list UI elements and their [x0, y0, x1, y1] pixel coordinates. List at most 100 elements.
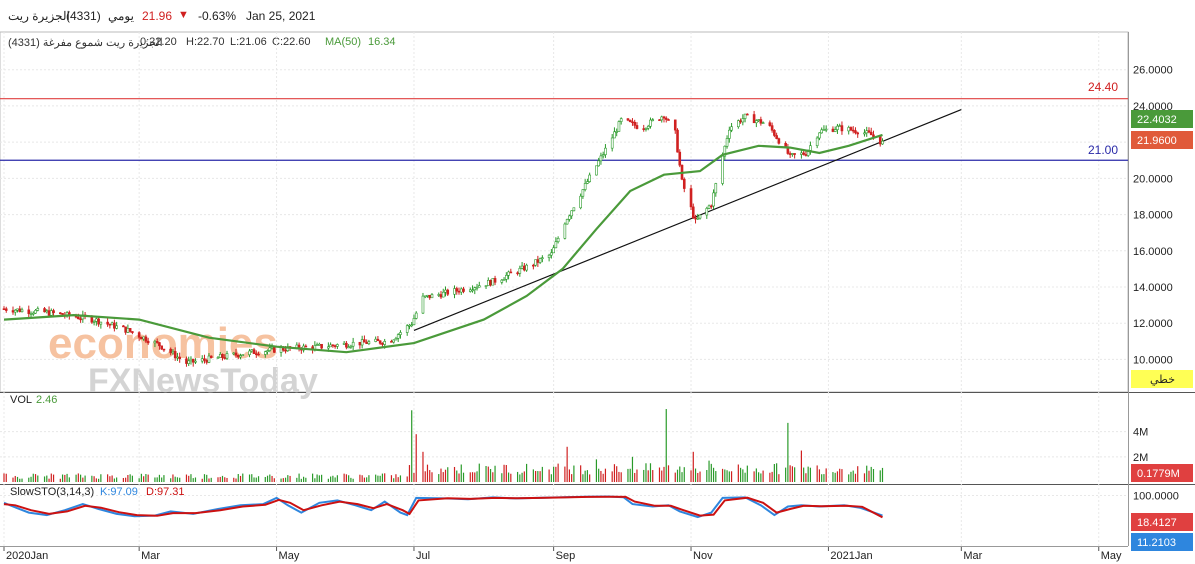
candle-body	[29, 313, 33, 315]
price-value-tag-text: 21.9600	[1137, 135, 1177, 147]
candle-body	[635, 125, 639, 129]
candle-body	[327, 346, 330, 349]
candle-body	[252, 349, 256, 354]
candle-body	[304, 345, 308, 348]
candle-body	[707, 205, 711, 209]
stochastic-k-tag	[1131, 533, 1193, 551]
candle-body	[223, 357, 227, 359]
price-y-tick: 16.0000	[1133, 246, 1173, 258]
candle-body	[777, 138, 781, 144]
candle-body	[331, 344, 335, 347]
trendline	[413, 109, 962, 331]
candle-body	[820, 129, 823, 134]
candle-body	[173, 351, 177, 359]
candle-body	[4, 308, 8, 311]
candle-body	[599, 155, 603, 162]
candle-body	[446, 289, 450, 295]
candle-body	[52, 310, 55, 314]
candle-body	[254, 353, 258, 355]
ma50-line	[3, 133, 883, 354]
candle-body	[106, 321, 109, 325]
candle-body	[194, 360, 197, 363]
candle-body	[854, 130, 857, 134]
candle-body	[468, 289, 472, 292]
candle-body	[162, 348, 166, 351]
candle-body	[741, 118, 745, 123]
candle-body	[376, 338, 380, 342]
candle-body	[239, 355, 242, 358]
candle-body	[234, 352, 238, 356]
candle-body	[507, 271, 510, 276]
candle-body	[365, 341, 368, 345]
x-tick-label: Jul	[416, 550, 430, 562]
candle-body	[867, 130, 871, 133]
stochastic-d-label: D:97.31	[146, 486, 185, 498]
candle-body	[617, 121, 621, 132]
candle-body	[554, 241, 558, 249]
candle-body	[532, 264, 535, 267]
candle-body	[97, 318, 100, 325]
candle-body	[761, 122, 765, 124]
candle-body	[568, 215, 571, 220]
candle-body	[444, 289, 447, 293]
ohlc-high: H:22.70	[186, 36, 225, 48]
candle-body	[588, 174, 591, 182]
candle-body	[538, 258, 542, 263]
candle-body	[171, 351, 175, 354]
candle-body	[714, 183, 718, 194]
candle-body	[583, 183, 587, 190]
candle-body	[676, 129, 679, 153]
candle-body	[155, 341, 159, 343]
candle-body	[221, 354, 224, 358]
volume-title: VOL	[10, 394, 32, 406]
symbol-code: (4331)	[66, 9, 101, 23]
candle-body	[50, 310, 53, 316]
candle-body	[849, 127, 853, 131]
candle-body	[126, 328, 130, 333]
candle-body	[383, 341, 386, 345]
candle-body	[737, 120, 740, 128]
candle-body	[279, 347, 283, 353]
candle-body	[667, 119, 670, 121]
candle-body	[128, 328, 132, 332]
candle-body	[586, 181, 589, 184]
stochastic-k-label: K:97.09	[100, 486, 138, 498]
candle-body	[203, 358, 206, 361]
stochastic-d-line	[3, 495, 883, 519]
candle-body	[358, 341, 362, 346]
candle-body	[698, 214, 702, 219]
candle-body	[124, 326, 127, 333]
watermark-fxnewstoday: FXNewsToday	[88, 362, 318, 400]
candle-body	[509, 271, 513, 274]
x-tick-label: May	[279, 550, 300, 562]
candle-body	[268, 347, 272, 351]
candle-body	[178, 356, 181, 360]
candle-body	[349, 345, 353, 348]
candle-body	[110, 322, 114, 326]
candle-body	[158, 342, 161, 347]
candle-body	[248, 350, 251, 355]
draw-tool-button[interactable]	[1131, 370, 1193, 388]
stochastic-y-tick: 100.0000	[1133, 490, 1179, 502]
candle-body	[536, 259, 540, 263]
candle-body	[802, 152, 805, 155]
candle-body	[649, 119, 652, 127]
candle-body	[673, 119, 677, 131]
candle-body	[320, 343, 323, 349]
candle-body	[13, 309, 17, 313]
x-tick-label: Mar	[141, 550, 160, 562]
candle-body	[189, 358, 193, 362]
candle-body	[818, 132, 821, 139]
candle-body	[390, 341, 393, 343]
candle-body	[541, 257, 544, 260]
candle-body	[502, 279, 506, 281]
candle-body	[428, 294, 432, 299]
candle-body	[47, 310, 51, 316]
candle-body	[851, 129, 855, 132]
candle-body	[137, 332, 141, 338]
candle-body	[333, 345, 337, 347]
ma-label: MA(50)	[325, 36, 362, 48]
candle-body	[644, 127, 648, 130]
candle-body	[200, 358, 204, 362]
